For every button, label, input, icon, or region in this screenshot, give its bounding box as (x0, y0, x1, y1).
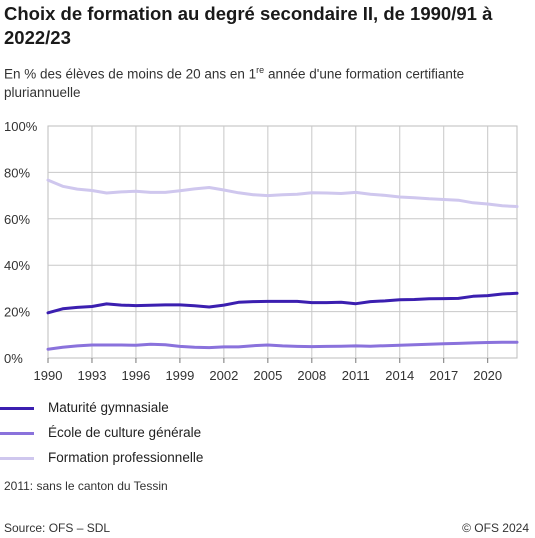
subtitle-text-end: année d'une formation certifiante pluria… (4, 66, 465, 100)
legend-swatch (0, 407, 34, 410)
series-line (46, 178, 519, 208)
footnote: 2011: sans le canton du Tessin (4, 479, 168, 493)
x-tick-label: 2008 (297, 368, 326, 383)
x-tick-label: 1996 (121, 368, 150, 383)
legend-label: École de culture générale (48, 425, 202, 440)
x-tick-label: 1993 (78, 368, 107, 383)
legend-swatch (0, 432, 34, 435)
x-tick-label: 1999 (165, 368, 194, 383)
series-line (46, 291, 519, 315)
legend-label: Maturité gymnasiale (48, 400, 169, 415)
subtitle-superscript: re (256, 65, 265, 75)
x-tick-label: 2011 (342, 368, 370, 383)
x-tick-label: 2005 (253, 368, 282, 383)
legend-item: École de culture générale (0, 423, 300, 443)
series-line (46, 340, 519, 351)
copyright-text: © OFS 2024 (462, 521, 529, 535)
source-text: Source: OFS – SDL (4, 521, 111, 535)
subtitle-text-start: En % des élèves de moins de 20 ans en 1 (4, 66, 257, 82)
y-tick-label: 80% (4, 165, 30, 180)
y-tick-label: 0% (4, 351, 23, 366)
x-tick-label: 2017 (429, 368, 458, 383)
legend-item: Formation professionnelle (0, 448, 300, 468)
x-tick-label: 2020 (473, 368, 502, 383)
legend-item: Maturité gymnasiale (0, 398, 300, 418)
chart-subtitle: En % des élèves de moins de 20 ans en 1r… (4, 61, 524, 102)
y-tick-label: 40% (4, 258, 30, 273)
x-tick-label: 2014 (385, 368, 414, 383)
line-chart: 0% 20% 40% 60% 80% 100% 1990 1993 1996 1999 2002 20… (4, 119, 519, 383)
chart-title: Choix de formation au degré secondaire I… (4, 3, 493, 48)
legend-swatch (0, 457, 34, 460)
x-tick-label: 1990 (34, 368, 63, 383)
y-tick-label: 20% (4, 305, 30, 320)
y-tick-label: 60% (4, 212, 30, 227)
legend-label: Formation professionnelle (48, 450, 204, 465)
plot-frame (47, 125, 518, 359)
y-tick-label: 100% (4, 119, 38, 134)
x-tick-label: 2002 (209, 368, 238, 383)
